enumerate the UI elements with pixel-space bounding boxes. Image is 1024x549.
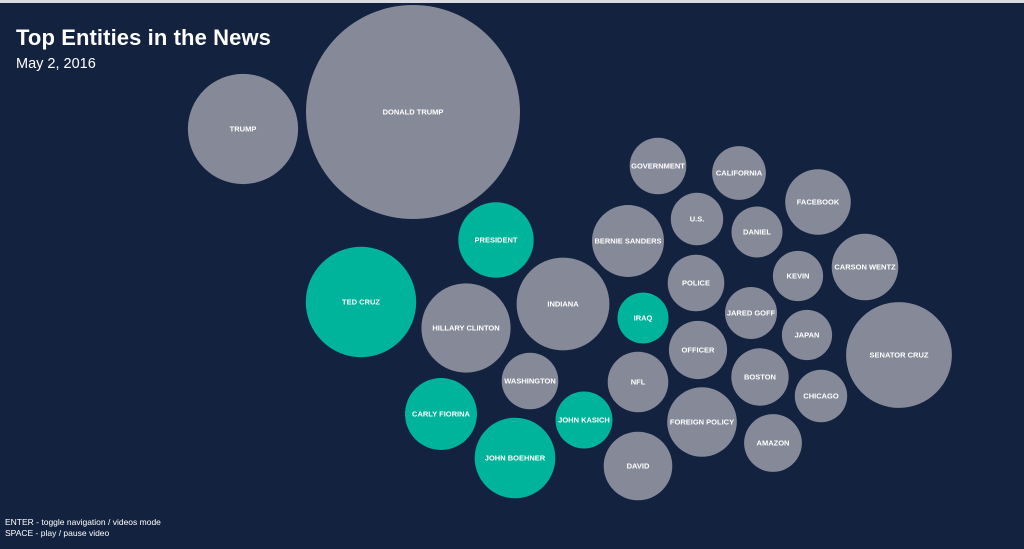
bubble-circle[interactable]: [405, 378, 477, 450]
bubble-circle[interactable]: [603, 431, 673, 501]
help-enter-line: ENTER - toggle navigation / videos mode: [5, 517, 161, 527]
bubble-circle[interactable]: [725, 287, 777, 339]
bubble-circle[interactable]: [474, 417, 556, 499]
bubble-label: IRAQ: [634, 314, 653, 323]
bubble-circle[interactable]: [458, 202, 534, 278]
bubble-label: SENATOR CRUZ: [870, 351, 929, 360]
bubble-circle[interactable]: [846, 302, 952, 408]
bubble-label: TRUMP: [230, 125, 257, 134]
chart-date: May 2, 2016: [16, 56, 96, 72]
bubble-circle[interactable]: [629, 137, 687, 195]
bubble-label: POLICE: [682, 279, 710, 288]
bubble-bernie-sanders[interactable]: BERNIE SANDERS: [592, 205, 664, 277]
bubble-carson-wentz[interactable]: CARSON WENTZ: [831, 233, 899, 301]
bubble-circle[interactable]: [794, 369, 848, 423]
bubble-circle[interactable]: [421, 283, 511, 373]
bubble-nfl[interactable]: NFL: [607, 351, 669, 413]
bubble-circle[interactable]: [555, 391, 613, 449]
chart-title: Top Entities in the News: [16, 25, 272, 50]
bubble-washington[interactable]: WASHINGTON: [501, 352, 559, 410]
bubble-label: BOSTON: [744, 373, 776, 382]
bubble-label: BERNIE SANDERS: [594, 237, 661, 246]
bubble-japan[interactable]: JAPAN: [781, 309, 833, 361]
bubble-label: TED CRUZ: [342, 298, 380, 307]
bubble-label: PRESIDENT: [475, 236, 518, 245]
bubble-senator-cruz[interactable]: SENATOR CRUZ: [846, 302, 952, 408]
bubble-label: CARLY FIORINA: [412, 410, 471, 419]
bubble-john-kasich[interactable]: JOHN KASICH: [555, 391, 613, 449]
bubble-foreign-policy[interactable]: FOREIGN POLICY: [667, 387, 737, 457]
bubble-label: DAVID: [627, 462, 650, 471]
bubble-label: JOHN KASICH: [558, 416, 610, 425]
visualization-stage: DONALD TRUMP TRUMP TED CRUZ SENATOR CRUZ IND…: [0, 3, 1024, 549]
bubble-circle[interactable]: [831, 233, 899, 301]
bubble-label: FACEBOOK: [797, 198, 840, 207]
bubble-label: JAPAN: [795, 331, 820, 340]
bubble-circle[interactable]: [785, 169, 851, 235]
bubble-government[interactable]: GOVERNMENT: [629, 137, 687, 195]
bubble-circle[interactable]: [501, 352, 559, 410]
bubble-circle[interactable]: [670, 192, 724, 246]
bubble-ted-cruz[interactable]: TED CRUZ: [305, 246, 417, 358]
bubble-label: KEVIN: [787, 272, 810, 281]
bubble-label: CHICAGO: [803, 392, 839, 401]
bubble-label: WASHINGTON: [504, 377, 556, 386]
bubble-hillary-clinton[interactable]: HILLARY CLINTON: [421, 283, 511, 373]
bubble-circle[interactable]: [668, 320, 728, 380]
bubble-circle[interactable]: [516, 257, 610, 351]
bubble-label: OFFICER: [682, 346, 715, 355]
bubble-amazon[interactable]: AMAZON: [744, 414, 802, 472]
bubble-label: U.S.: [690, 215, 705, 224]
bubble-indiana[interactable]: INDIANA: [516, 257, 610, 351]
bubble-carly-fiorina[interactable]: CARLY FIORINA: [405, 378, 477, 450]
bubble-president[interactable]: PRESIDENT: [458, 202, 534, 278]
bubble-john-boehner[interactable]: JOHN BOEHNER: [474, 417, 556, 499]
bubble-circle[interactable]: [667, 254, 725, 312]
bubble-california[interactable]: CALIFORNIA: [712, 146, 766, 200]
bubble-label: FOREIGN POLICY: [670, 418, 734, 427]
bubble-kevin[interactable]: KEVIN: [772, 250, 824, 302]
bubble-label: DANIEL: [743, 228, 771, 237]
help-space-line: SPACE - play / pause video: [5, 528, 110, 538]
bubble-label: JARED GOFF: [727, 309, 776, 318]
bubble-label: JOHN BOEHNER: [485, 454, 546, 463]
bubble-label: HILLARY CLINTON: [432, 324, 499, 333]
bubble-circle[interactable]: [667, 387, 737, 457]
bubble-donald-trump[interactable]: DONALD TRUMP: [306, 5, 520, 219]
bubble-jared-goff[interactable]: JARED GOFF: [725, 287, 777, 339]
bubble-circle[interactable]: [712, 146, 766, 200]
keyboard-help: ENTER - toggle navigation / videos mode …: [5, 517, 161, 539]
bubble-circle[interactable]: [306, 5, 520, 219]
bubble-label: CALIFORNIA: [716, 169, 763, 178]
bubble-david[interactable]: DAVID: [603, 431, 673, 501]
bubble-iraq[interactable]: IRAQ: [617, 292, 669, 344]
bubble-label: GOVERNMENT: [631, 162, 685, 171]
bubble-chicago[interactable]: CHICAGO: [794, 369, 848, 423]
bubble-officer[interactable]: OFFICER: [668, 320, 728, 380]
bubble-label: NFL: [631, 378, 646, 387]
bubble-chart: DONALD TRUMP TRUMP TED CRUZ SENATOR CRUZ IND…: [187, 5, 952, 501]
bubble-daniel[interactable]: DANIEL: [731, 206, 783, 258]
bubble-circle[interactable]: [305, 246, 417, 358]
bubble-circle[interactable]: [731, 348, 789, 406]
bubble-label: DONALD TRUMP: [383, 108, 444, 117]
bubble-circle[interactable]: [617, 292, 669, 344]
bubble-label: INDIANA: [547, 300, 579, 309]
bubble-circle[interactable]: [607, 351, 669, 413]
bubble-circle[interactable]: [772, 250, 824, 302]
bubble-circle[interactable]: [187, 73, 299, 185]
bubble-trump[interactable]: TRUMP: [187, 73, 299, 185]
bubble-boston[interactable]: BOSTON: [731, 348, 789, 406]
bubble-circle[interactable]: [731, 206, 783, 258]
bubble-u-s[interactable]: U.S.: [670, 192, 724, 246]
bubble-facebook[interactable]: FACEBOOK: [785, 169, 851, 235]
bubble-circle[interactable]: [744, 414, 802, 472]
bubble-circle[interactable]: [592, 205, 664, 277]
bubble-label: AMAZON: [757, 439, 790, 448]
bubble-label: CARSON WENTZ: [834, 263, 896, 272]
window-top-border: [0, 0, 1024, 3]
bubble-police[interactable]: POLICE: [667, 254, 725, 312]
bubble-circle[interactable]: [781, 309, 833, 361]
